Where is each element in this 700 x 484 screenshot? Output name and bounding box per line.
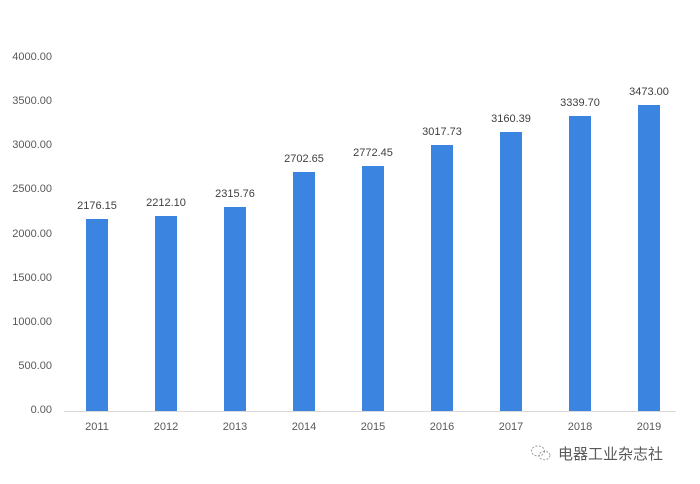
bar-2014 (293, 172, 315, 411)
y-tick-label: 500.00 (18, 359, 52, 372)
data-label: 3339.70 (560, 97, 600, 110)
watermark-text: 电器工业杂志社 (558, 444, 664, 463)
data-label: 3017.73 (422, 125, 462, 138)
y-tick-label: 3000.00 (12, 139, 52, 152)
data-label: 2212.10 (146, 196, 186, 209)
data-label: 2315.76 (215, 187, 255, 200)
y-tick-label: 3500.00 (12, 95, 52, 108)
x-tick-label: 2018 (567, 421, 593, 433)
bar-2012 (155, 215, 177, 411)
x-tick-label: 2012 (153, 421, 179, 433)
bar-2018 (569, 116, 591, 411)
y-tick-label: 2000.00 (12, 227, 52, 240)
bar-2019 (638, 104, 660, 411)
wechat-icon (530, 444, 552, 462)
x-tick-label: 2013 (222, 421, 248, 433)
bar-2015 (362, 166, 384, 411)
data-label: 2772.45 (353, 147, 393, 160)
y-tick-label: 0.00 (30, 404, 52, 416)
bar-2016 (431, 144, 453, 411)
y-tick-label: 1500.00 (12, 271, 52, 284)
y-tick-label: 2500.00 (12, 183, 52, 196)
y-tick-label: 4000.00 (12, 51, 52, 63)
data-label: 2176.15 (77, 199, 117, 212)
x-tick-label: 2016 (429, 421, 455, 433)
data-label: 2702.65 (284, 153, 324, 166)
x-axis-line (64, 411, 676, 412)
y-tick-label: 1000.00 (12, 315, 52, 328)
data-label: 3160.39 (491, 113, 531, 126)
bar-2013 (224, 206, 246, 411)
x-tick-label: 2014 (291, 421, 317, 433)
x-tick-label: 2017 (498, 421, 524, 433)
bar-2011 (86, 218, 108, 411)
x-tick-label: 2019 (636, 421, 662, 433)
x-tick-label: 2011 (85, 421, 109, 433)
watermark: 电器工业杂志社 (530, 442, 663, 464)
x-tick-label: 2015 (360, 421, 386, 433)
bar-2017 (500, 132, 522, 411)
data-label: 3473.00 (629, 85, 669, 98)
